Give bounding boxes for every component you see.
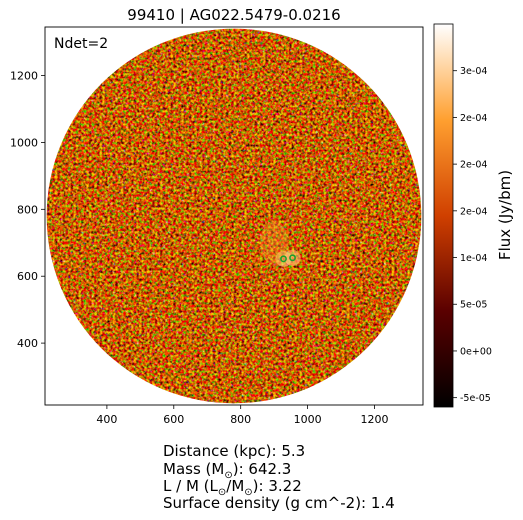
y-tick-label: 800: [17, 203, 38, 216]
plot-frame: [44, 26, 424, 406]
x-tick-label: 400: [96, 413, 117, 426]
y-tick-label: 600: [17, 270, 38, 283]
emission-blob: [260, 220, 289, 265]
mass-value: 642.3: [248, 460, 292, 478]
x-axis-ticks: 400 600 800 1000 1200: [96, 405, 388, 426]
mass-label-suffix: ):: [232, 460, 249, 478]
colorbar-tick-label: 5e-05: [460, 300, 487, 311]
lm-label-mid: /M: [226, 477, 245, 495]
x-tick-label: 1000: [294, 413, 322, 426]
distance-value: 5.3: [281, 442, 306, 460]
sky-image: [46, 28, 422, 404]
distance-label: Distance (kpc):: [163, 442, 282, 460]
x-tick-label: 800: [230, 413, 251, 426]
lm-label-suffix: ):: [252, 477, 269, 495]
colorbar-tick-label: 2e-04: [460, 160, 487, 171]
sun-symbol: ⊙: [217, 487, 227, 498]
colorbar-label: Flux (Jy/bm): [496, 170, 514, 260]
info-lm: L / M (L⊙/M⊙): 3.22: [163, 477, 302, 502]
mass-label-prefix: Mass (M: [163, 460, 225, 478]
lm-value: 3.22: [268, 477, 302, 495]
surface-value: 1.4: [370, 494, 395, 512]
detection-marker: [289, 254, 296, 262]
bright-emission: [260, 220, 301, 267]
colorbar: [433, 23, 454, 408]
x-tick-label: 600: [163, 413, 184, 426]
ndet-annotation: Ndet=2: [54, 36, 108, 52]
colorbar-tick-label: 2e-04: [460, 206, 487, 217]
colorbar-tick-label: 1e-04: [460, 253, 487, 264]
x-tick-label: 1200: [360, 413, 388, 426]
colorbar-tick-label: 2e-04: [460, 113, 487, 124]
colorbar-tick-label: 3e-04: [460, 66, 487, 77]
lm-label-prefix: L / M (L: [163, 477, 218, 495]
detection-markers: [280, 254, 296, 263]
y-tick-label: 1000: [10, 136, 38, 149]
surface-label: Surface density (g cm^-2):: [163, 494, 371, 512]
y-tick-label: 1200: [10, 70, 38, 83]
colorbar-tick-label: -5e-05: [460, 393, 491, 404]
detection-marker: [280, 255, 287, 263]
info-distance: Distance (kpc): 5.3: [163, 442, 306, 461]
emission-blob: [284, 249, 301, 266]
y-axis-ticks: 400 600 800 1000 1200: [10, 70, 45, 350]
y-tick-label: 400: [17, 337, 38, 350]
info-surface-density: Surface density (g cm^-2): 1.4: [163, 494, 395, 513]
chart-title: 99410 | AG022.5479-0.0216: [127, 6, 340, 24]
sun-symbol: ⊙: [244, 487, 253, 498]
colorbar-tick-label: 0e+00: [460, 346, 492, 357]
sun-symbol: ⊙: [224, 470, 233, 481]
colorbar-ticks: -5e-05 0e+00 5e-05 1e-04 2e-04 2e-04 2e-04 3e-0…: [453, 66, 492, 404]
info-mass: Mass (M⊙): 642.3: [163, 460, 292, 485]
